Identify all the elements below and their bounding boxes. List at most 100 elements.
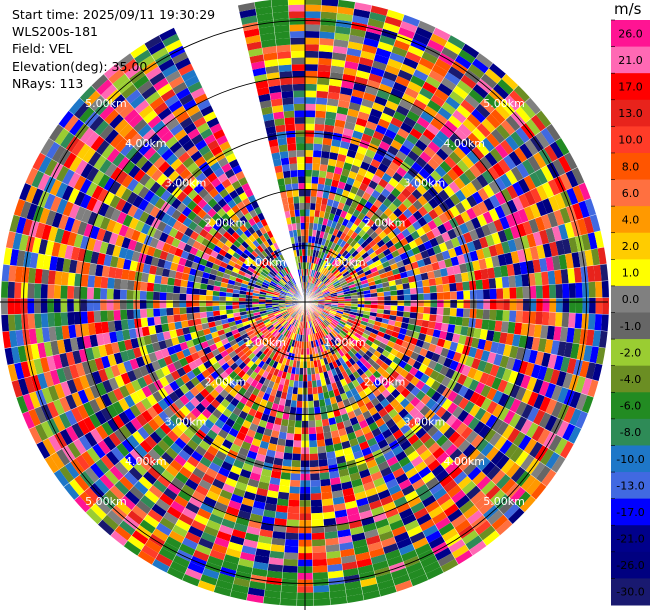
gate <box>273 517 287 526</box>
gate <box>431 446 445 460</box>
gate <box>479 372 490 385</box>
gate <box>289 479 301 487</box>
gate <box>597 247 607 265</box>
gate <box>493 266 502 279</box>
gate <box>447 390 458 403</box>
gate <box>330 307 338 311</box>
gate <box>416 116 431 129</box>
gate <box>146 282 155 292</box>
gate <box>412 99 428 112</box>
gate <box>282 459 292 467</box>
gate <box>438 522 455 537</box>
gate <box>328 285 335 291</box>
gate <box>440 376 452 388</box>
gate <box>456 373 468 386</box>
gate <box>527 155 541 172</box>
gate <box>288 492 300 501</box>
gate <box>442 283 451 293</box>
gate <box>404 402 415 414</box>
gate <box>456 104 472 119</box>
gate <box>321 238 327 246</box>
gate <box>377 331 385 338</box>
gate <box>365 236 374 245</box>
gate <box>315 317 321 325</box>
gate <box>407 45 425 58</box>
gate <box>420 250 430 260</box>
gate <box>371 255 380 263</box>
gate <box>321 150 331 159</box>
gate <box>335 222 342 231</box>
gate <box>419 405 431 417</box>
gate <box>474 394 487 408</box>
gate <box>451 333 461 344</box>
gate <box>100 276 109 289</box>
gate <box>369 284 377 291</box>
gate <box>339 140 351 150</box>
ray-49 <box>304 301 429 587</box>
gate <box>425 230 436 241</box>
gate <box>358 272 366 279</box>
gate <box>312 393 319 401</box>
gate <box>472 83 489 99</box>
gate <box>407 567 426 581</box>
gate <box>500 139 514 155</box>
gate <box>330 322 337 328</box>
ray-23 <box>304 214 601 303</box>
gate <box>420 555 438 568</box>
gate <box>400 549 418 562</box>
gate <box>521 159 536 176</box>
gate <box>399 177 410 189</box>
gate <box>371 412 382 422</box>
gate <box>535 168 548 185</box>
gate <box>409 312 417 320</box>
gate <box>312 163 321 171</box>
gate <box>329 290 337 295</box>
gate <box>324 319 331 325</box>
gate <box>378 83 393 95</box>
gate <box>449 90 465 105</box>
gate <box>435 434 449 447</box>
gate <box>335 187 344 196</box>
gate <box>400 21 418 33</box>
gate <box>348 143 360 153</box>
gate <box>480 268 489 280</box>
gate <box>312 565 328 573</box>
gate <box>353 253 362 261</box>
gate <box>414 274 423 282</box>
gate <box>153 291 160 300</box>
gate <box>370 342 379 351</box>
gate <box>351 298 358 302</box>
gate <box>436 451 450 465</box>
gate <box>437 223 448 235</box>
gate <box>396 537 413 550</box>
gate <box>331 278 339 285</box>
gate <box>376 263 385 271</box>
gate <box>450 514 467 529</box>
gate <box>476 142 490 157</box>
gate <box>395 150 408 162</box>
gate <box>411 439 424 451</box>
gate <box>368 239 377 248</box>
gate <box>326 341 332 350</box>
gate <box>398 507 414 520</box>
gate <box>562 372 573 390</box>
gate <box>454 273 463 284</box>
gate <box>364 269 372 277</box>
gate <box>313 286 319 293</box>
gate <box>424 500 440 514</box>
gate <box>542 298 550 313</box>
gate <box>342 271 350 278</box>
gate <box>370 296 378 302</box>
gate <box>497 393 510 408</box>
gate <box>571 167 585 186</box>
gate <box>308 433 317 441</box>
gate <box>364 297 372 302</box>
gate <box>575 298 583 314</box>
gate <box>199 306 207 313</box>
gate <box>474 269 483 281</box>
gate <box>427 442 441 455</box>
gate <box>483 299 491 310</box>
gate <box>545 398 558 416</box>
gate <box>337 292 345 297</box>
gate <box>454 55 472 70</box>
